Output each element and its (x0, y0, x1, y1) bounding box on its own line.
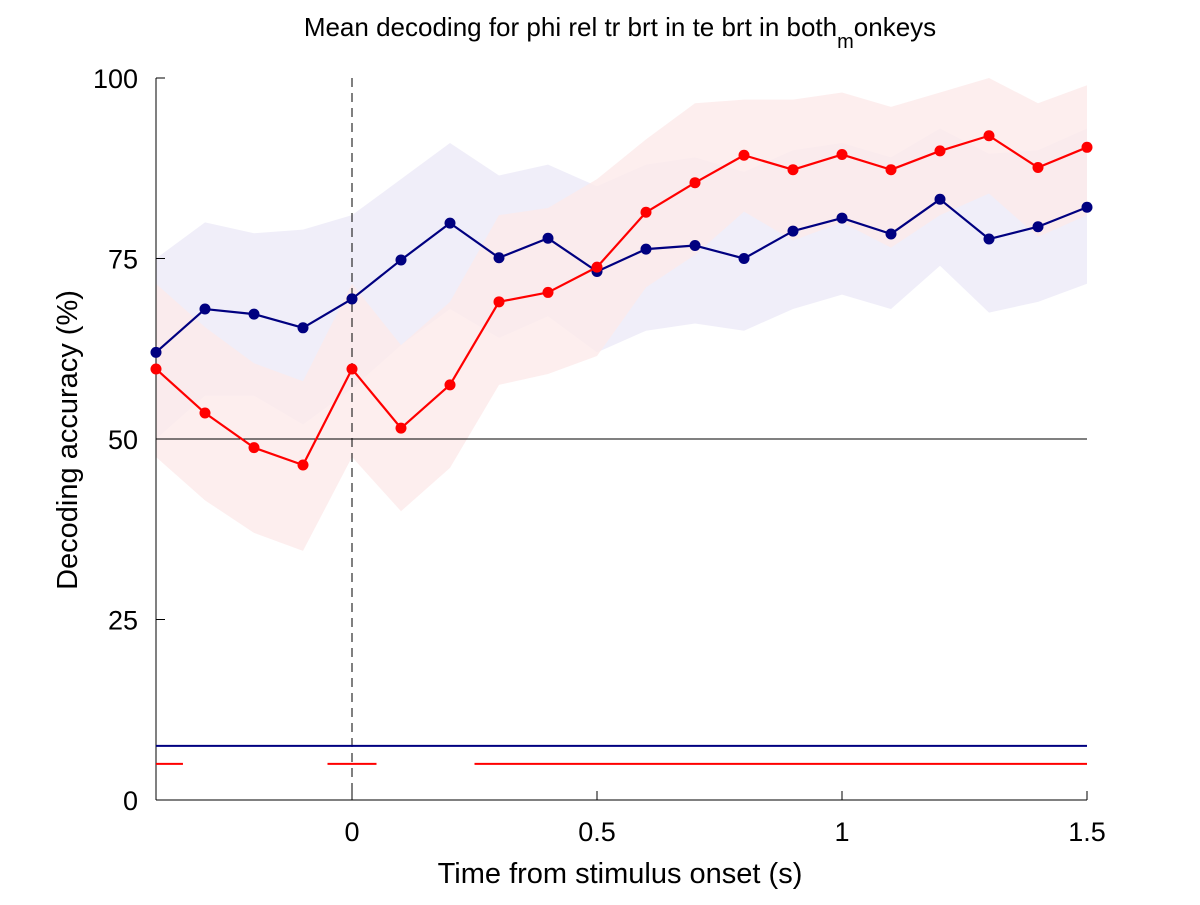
chart-title: Mean decoding for phi rel tr brt in te b… (304, 12, 936, 53)
data-point-series-1 (1032, 221, 1044, 233)
data-point-series-1 (248, 308, 260, 320)
data-point-series-1 (395, 254, 407, 266)
data-point-series-2 (493, 296, 505, 308)
series-lines (150, 130, 1093, 471)
data-point-series-2 (248, 442, 260, 454)
data-point-series-2 (983, 130, 995, 142)
data-point-series-1 (689, 240, 701, 252)
data-point-series-2 (444, 379, 456, 391)
y-tick-label: 50 (108, 425, 138, 455)
data-point-series-2 (346, 363, 358, 375)
chart-title-tail: onkeys (854, 12, 936, 42)
x-tick-label: 1 (834, 817, 849, 847)
data-point-series-2 (787, 164, 799, 176)
axes: 0 25 50 75 100 0 0.5 1 1.5 (93, 64, 1106, 847)
data-point-series-1 (983, 233, 995, 245)
series-line-2 (155, 134, 1088, 467)
data-point-series-1 (542, 232, 554, 244)
y-tick-label: 25 (108, 606, 138, 636)
data-point-series-1 (934, 193, 946, 205)
x-tick-label: 0 (344, 817, 359, 847)
data-point-series-2 (885, 164, 897, 176)
data-point-series-1 (738, 253, 750, 264)
reference-lines (156, 78, 1087, 800)
data-point-series-1 (150, 346, 162, 358)
x-tick-label: 0.5 (578, 817, 616, 847)
data-point-series-2 (199, 407, 211, 419)
data-point-series-2 (689, 177, 701, 189)
confidence-bands (156, 78, 1087, 551)
x-axis-label: Time from stimulus onset (s) (438, 858, 803, 890)
y-tick-label: 0 (123, 786, 138, 816)
data-point-series-1 (199, 303, 211, 315)
data-point-series-2 (934, 145, 946, 157)
chart-title-main: Mean decoding for phi rel tr brt in te b… (304, 12, 837, 42)
data-point-series-1 (346, 293, 358, 305)
data-point-series-1 (493, 252, 505, 264)
data-point-series-1 (297, 322, 309, 334)
chart-title-subscript: m (837, 31, 854, 53)
data-point-series-1 (640, 243, 652, 255)
data-point-series-2 (738, 149, 750, 161)
data-point-series-2 (297, 459, 309, 471)
data-point-series-2 (150, 363, 162, 375)
significance-bars (156, 744, 1087, 765)
data-point-series-2 (591, 261, 603, 273)
y-axis-label: Decoding accuracy (%) (52, 290, 84, 590)
y-tick-label: 100 (93, 64, 138, 94)
data-point-series-1 (1081, 201, 1093, 213)
data-point-series-1 (444, 217, 456, 229)
series-line-1 (155, 198, 1088, 354)
data-point-series-2 (1081, 141, 1093, 153)
data-point-series-2 (836, 149, 848, 161)
data-point-series-1 (836, 212, 848, 224)
data-point-series-2 (395, 422, 407, 434)
data-point-series-2 (640, 206, 652, 218)
data-point-series-2 (542, 286, 554, 298)
y-tick-label: 75 (108, 245, 138, 275)
x-tick-label: 1.5 (1068, 817, 1106, 847)
confidence-band-series-2 (156, 78, 1087, 551)
data-point-series-2 (1032, 162, 1044, 174)
data-point-series-1 (885, 228, 897, 240)
data-point-series-1 (787, 225, 799, 237)
